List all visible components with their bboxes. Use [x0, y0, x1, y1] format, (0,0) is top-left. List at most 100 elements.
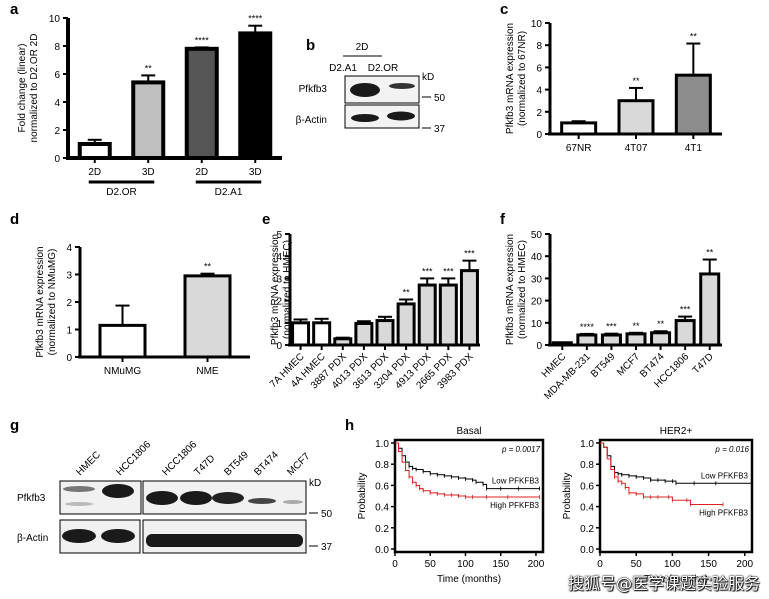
chart-title: Basal: [456, 426, 481, 437]
x-tick-label: NMuMG: [104, 366, 141, 377]
panel-label-f: f: [500, 211, 506, 228]
significance-label: ***: [606, 322, 617, 332]
significance-label: **: [403, 287, 411, 297]
blot-band: [212, 492, 244, 504]
blot-band: [146, 491, 178, 505]
significance-label: ***: [680, 305, 691, 315]
legend-label: Low PFKFB3: [701, 471, 749, 480]
x-tick-label: 50: [631, 559, 643, 570]
chart-h-her2: HER2+ 0.0 0.2 0.4 0.6 0.8 1.0 0 50 100 150 200 Proba…: [562, 426, 754, 585]
y-tick-label: 2: [54, 126, 60, 137]
blot-band: [389, 83, 415, 89]
legend-label: Low PFKFB3: [492, 477, 540, 486]
bar: [375, 319, 395, 347]
bar: [77, 142, 112, 160]
y-tick-label: 4: [536, 86, 542, 97]
y-tick-label: 0.4: [375, 503, 389, 514]
blot-g-lane-label: BT474: [252, 449, 281, 478]
significance-label: ****: [580, 322, 595, 332]
x-tick-label: 100: [664, 559, 681, 570]
significance-label: ****: [248, 14, 263, 24]
y-tick-label: 20: [531, 297, 543, 308]
group-label: D2.OR: [106, 187, 137, 198]
y-tick-label: 40: [531, 252, 543, 263]
chart-h-basal: Basal 0.0 0.2 0.4 0.6 0.8 1.0 0 50 100 150 200 Proba…: [357, 426, 545, 585]
significance-label: ****: [195, 35, 210, 45]
x-tick-label: 150: [700, 559, 717, 570]
y-tick-label: 0.6: [375, 481, 389, 492]
blot-b-header: 2D: [356, 42, 369, 53]
significance-label: **: [145, 63, 153, 73]
blot-b-marker: 50: [434, 93, 446, 104]
blot-b-marker: 37: [434, 124, 446, 135]
watermark: 搜狐号@医学课题实验服务: [568, 574, 761, 593]
y-axis-label: (normalized to HMEC): [282, 240, 293, 339]
bar: [183, 274, 232, 359]
survival-curve: [395, 442, 540, 490]
bar: [650, 331, 672, 347]
x-tick-label: BT549: [589, 351, 618, 380]
panel-label-d: d: [10, 211, 19, 228]
x-axis-label: Time (months): [644, 574, 708, 585]
blot-b-row-label: β-Actin: [296, 115, 327, 126]
y-axis-label: Pfkfb3 mRNA expression: [505, 23, 516, 134]
y-axis-label: Pfkfb3 mRNA expression: [270, 234, 281, 345]
y-tick-label: 0: [276, 341, 282, 352]
x-tick-label: 4T1: [685, 143, 703, 154]
bar: [459, 269, 479, 347]
p-value: p = 0.0017: [501, 445, 541, 454]
x-tick-label: 50: [425, 559, 437, 570]
chart-f: Pfkfb3 mRNA expression (normalized to HME…: [505, 230, 722, 402]
y-tick-label: 0.2: [580, 524, 594, 535]
bar: [417, 283, 437, 347]
blot-g-marker: 50: [321, 509, 333, 520]
legend-label: High PFKFB3: [490, 501, 539, 510]
x-tick-label: T47D: [691, 351, 716, 376]
y-axis-label: Fold change (linear): [17, 44, 28, 133]
y-axis-label: Pfkfb3 mRNA expression: [505, 234, 516, 345]
y-axis-label: (normalized to 67NR): [517, 31, 528, 126]
bar: [617, 99, 655, 136]
blot-g-row-label: Pfkfb3: [17, 493, 46, 504]
blot-band: [180, 491, 212, 505]
y-tick-label: 2: [66, 298, 72, 309]
y-tick-label: 8: [54, 42, 60, 53]
bar: [396, 302, 416, 347]
y-tick-label: 30: [531, 274, 543, 285]
x-tick-label: 2D: [88, 167, 101, 178]
x-axis-label: Time (months): [437, 574, 501, 585]
y-tick-label: 0.8: [580, 460, 594, 471]
y-tick-label: 0.8: [375, 460, 389, 471]
blot-g-marker: 37: [321, 542, 333, 553]
blot-band: [387, 111, 415, 121]
western-blot-b: 2D D2.A1 D2.OR kD Pfkfb3 β-Actin 50 37: [296, 42, 446, 135]
blot-band: [102, 484, 134, 498]
y-tick-label: 0.6: [580, 481, 594, 492]
blot-g-lane-label: BT549: [222, 449, 251, 478]
y-tick-label: 4: [276, 252, 282, 263]
bar: [699, 272, 721, 347]
survival-curve: [600, 442, 724, 505]
x-tick-label: 4T07: [625, 143, 648, 154]
blot-band: [248, 498, 276, 504]
blot-b-lane-label: D2.A1: [329, 63, 357, 74]
blot-b-actin-box: [344, 104, 420, 129]
y-tick-label: 50: [531, 230, 543, 241]
y-tick-label: 6: [54, 70, 60, 81]
panel-label-e: e: [262, 211, 270, 228]
bar: [354, 321, 374, 347]
blot-g-unit: kD: [309, 478, 321, 489]
bar: [438, 283, 458, 347]
y-tick-label: 0: [536, 130, 542, 141]
significance-label: **: [632, 76, 640, 86]
x-tick-label: 100: [457, 559, 474, 570]
x-tick-label: 67NR: [566, 143, 592, 154]
panel-label-h: h: [345, 417, 354, 434]
bar: [312, 321, 332, 347]
y-tick-label: 4: [66, 243, 72, 254]
y-tick-label: 5: [276, 230, 282, 241]
y-tick-label: 0.4: [580, 503, 594, 514]
bar: [625, 332, 647, 347]
panel-label-c: c: [500, 1, 508, 18]
